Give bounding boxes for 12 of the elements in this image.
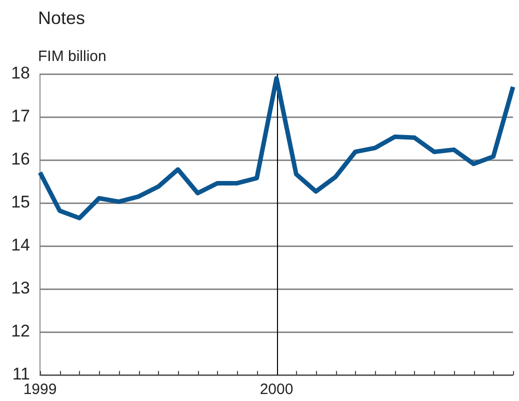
y-axis-title: FIM billion: [38, 48, 106, 65]
chart-title: Notes: [38, 8, 86, 29]
y-tick-label: 16: [11, 150, 30, 169]
y-tick-label: 17: [11, 106, 30, 126]
y-tick-label: 13: [11, 278, 30, 298]
y-tick-label: 18: [11, 64, 30, 83]
x-tick-label: 2000: [260, 381, 294, 398]
y-tick-label: 14: [11, 236, 30, 255]
y-tick-label: 12: [11, 322, 30, 341]
y-tick-label: 11: [12, 364, 30, 384]
y-tick-label: 15: [11, 192, 30, 212]
x-tick-label: 1999: [23, 381, 57, 398]
